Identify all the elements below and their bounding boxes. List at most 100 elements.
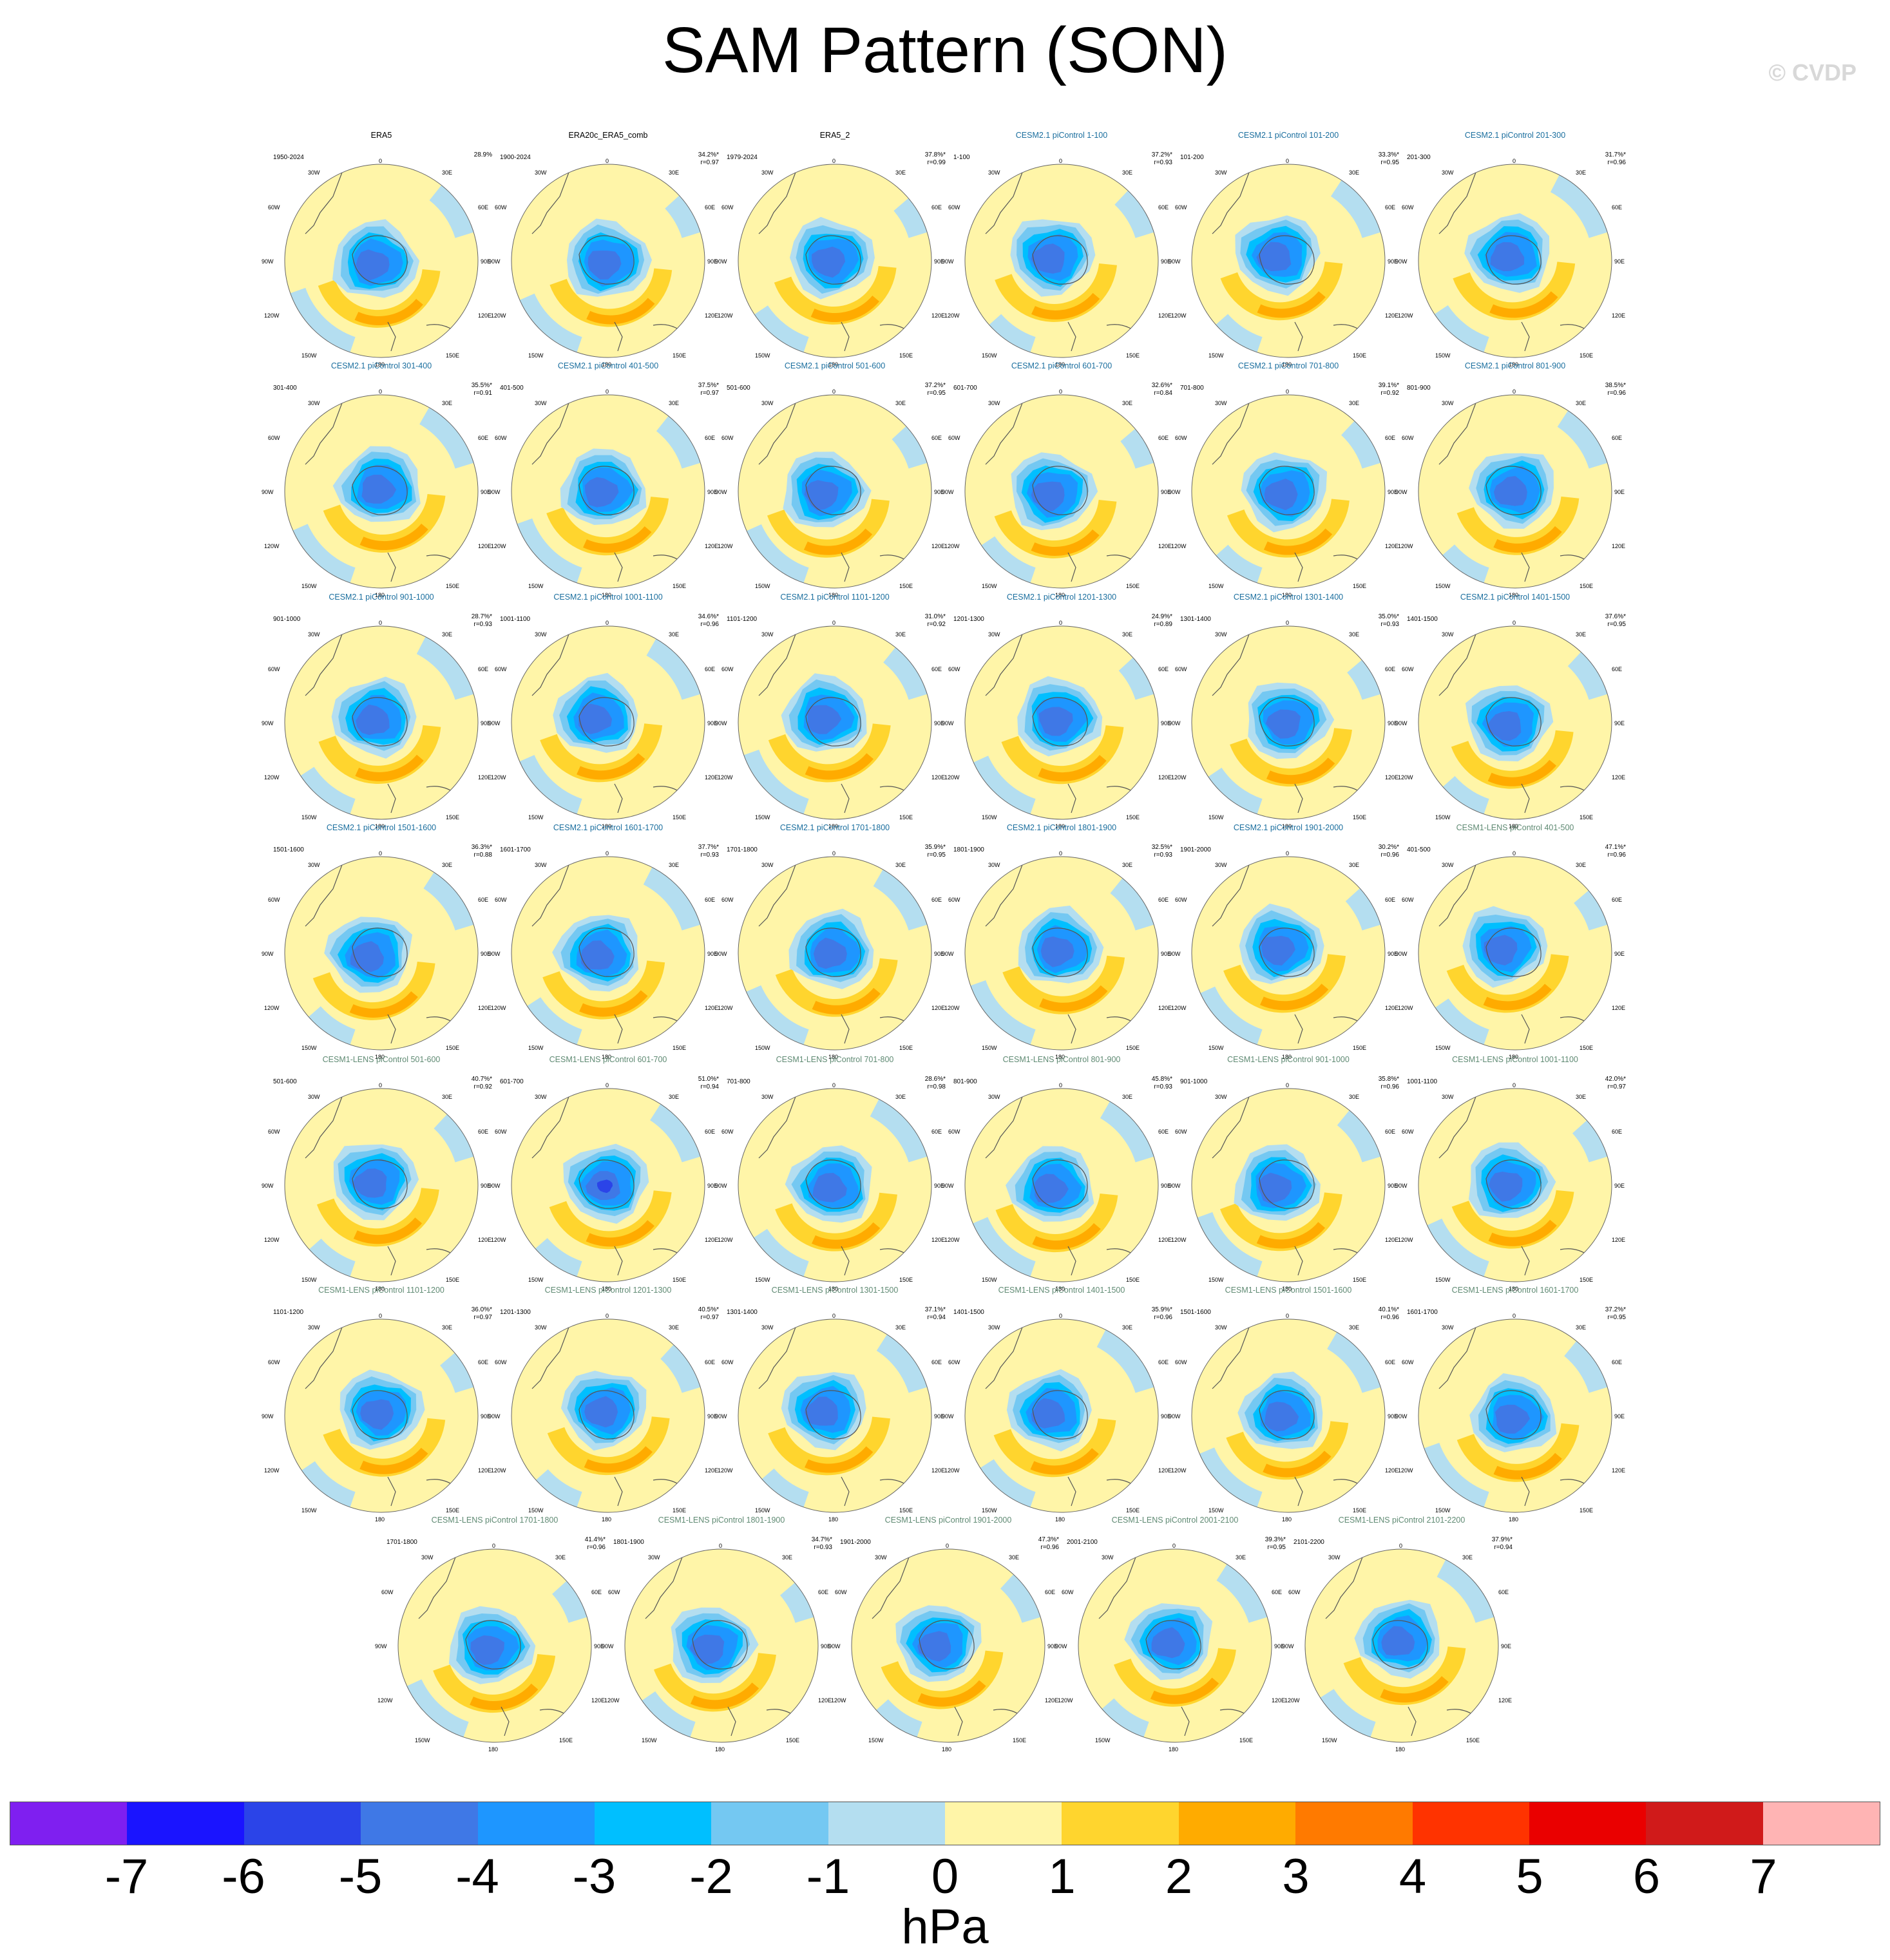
panel-title: CESM2.1 piControl 901-1000 [329, 593, 434, 602]
longitude-label: 150E [1353, 1507, 1367, 1514]
longitude-label: 30E [895, 631, 906, 638]
longitude-label: 0 [1172, 1543, 1176, 1549]
panel-pattern-correlation: r=0.92 [473, 1083, 492, 1090]
longitude-label: 60W [1402, 435, 1414, 441]
longitude-label: 60W [721, 1128, 734, 1135]
polar-map [624, 1548, 819, 1743]
longitude-label: 120W [264, 312, 280, 319]
longitude-label: 30W [535, 169, 547, 176]
longitude-label: 90E [1614, 1413, 1625, 1420]
colorbar-segment [243, 1802, 361, 1845]
longitude-label: 150E [673, 583, 687, 589]
longitude-label: 150E [446, 1277, 460, 1283]
longitude-label: 150E [559, 1737, 573, 1744]
longitude-label: 30E [1122, 1324, 1133, 1331]
map-panel: CESM2.1 piControl 701-800 701-800 39.1%* r=… [1169, 361, 1399, 598]
longitude-label: 120E [591, 1697, 606, 1704]
longitude-label: 120E [1158, 543, 1172, 549]
longitude-label: 150E [673, 1045, 687, 1051]
longitude-label: 90E [1614, 951, 1625, 957]
panel-title: CESM1-LENS piControl 1001-1100 [1452, 1055, 1578, 1064]
map-panel: CESM2.1 piControl 101-200 101-200 33.3%* r=… [1169, 131, 1399, 368]
longitude-label: 30E [1576, 400, 1587, 406]
longitude-label: 30E [442, 400, 453, 406]
polar-map [284, 164, 479, 358]
panel-variance-pct: 32.6%* [1151, 382, 1172, 389]
map-panel: CESM2.1 piControl 1501-1600 1501-1600 36.3… [262, 823, 492, 1060]
panel-period: 1900-2024 [500, 154, 531, 161]
map-panel: CESM1-LENS piControl 601-700 601-700 51.0%… [488, 1055, 719, 1292]
longitude-label: 120W [1398, 774, 1413, 781]
longitude-label: 90W [715, 1183, 727, 1189]
longitude-label: 60E [705, 435, 716, 441]
longitude-label: 30E [895, 169, 906, 176]
longitude-label: 120W [718, 312, 733, 319]
map-panel: CESM1-LENS piControl 501-600 501-600 40.7%… [262, 1055, 492, 1292]
panel-title: CESM2.1 piControl 601-700 [1011, 361, 1112, 370]
panel-title: CESM2.1 piControl 1101-1200 [780, 593, 890, 602]
panel-pattern-correlation: r=0.96 [1380, 852, 1399, 859]
panel-pattern-correlation: r=0.93 [1380, 621, 1399, 628]
map-panel: CESM1-LENS piControl 2001-2100 2001-2100 3… [1055, 1516, 1286, 1753]
colorbar-segment [1062, 1802, 1179, 1845]
longitude-label: 180 [1055, 823, 1065, 830]
longitude-label: 90E [1388, 1183, 1398, 1189]
longitude-label: 90E [707, 1183, 718, 1189]
polar-map [1078, 1548, 1272, 1743]
panel-period: 2001-2100 [1067, 1539, 1098, 1546]
longitude-label: 150W [301, 352, 317, 359]
longitude-label: 120W [604, 1697, 620, 1704]
longitude-label: 90W [488, 1183, 501, 1189]
longitude-label: 90E [1161, 720, 1172, 727]
longitude-label: 60E [1158, 1359, 1169, 1365]
longitude-label: 30E [1122, 400, 1133, 406]
longitude-label: 180 [375, 1516, 385, 1523]
longitude-label: 90E [934, 1413, 945, 1420]
longitude-label: 60E [1385, 435, 1396, 441]
polar-map [511, 856, 705, 1051]
panel-pattern-correlation: r=0.97 [473, 1314, 492, 1321]
longitude-label: 150W [642, 1737, 657, 1744]
polar-map [1418, 625, 1612, 820]
longitude-label: 120W [1284, 1697, 1300, 1704]
panel-variance-pct: 28.6%* [924, 1076, 946, 1083]
longitude-label: 60W [495, 1359, 507, 1365]
longitude-label: 120E [1385, 543, 1399, 549]
longitude-label: 150E [446, 1045, 460, 1051]
longitude-label: 0 [606, 158, 609, 164]
longitude-label: 30E [895, 862, 906, 868]
longitude-label: 180 [375, 823, 385, 830]
longitude-label: 90E [934, 489, 945, 495]
longitude-label: 120E [1612, 1237, 1626, 1243]
longitude-label: 180 [1509, 361, 1519, 368]
panel-variance-pct: 31.0%* [924, 613, 946, 620]
longitude-label: 90W [1169, 1183, 1181, 1189]
map-panel: CESM1-LENS piControl 801-900 801-900 45.8%… [942, 1055, 1172, 1292]
longitude-label: 90W [1169, 489, 1181, 495]
longitude-label: 120W [377, 1697, 393, 1704]
longitude-label: 120E [931, 1467, 946, 1474]
longitude-label: 60E [1158, 204, 1169, 211]
colorbar-tick-label: -5 [338, 1849, 383, 1904]
polar-map [964, 1088, 1159, 1282]
longitude-label: 60E [818, 1589, 829, 1595]
longitude-label: 90W [602, 1643, 614, 1650]
longitude-label: 60W [721, 666, 734, 672]
longitude-label: 150W [1095, 1737, 1111, 1744]
longitude-label: 150E [673, 352, 687, 359]
longitude-label: 90E [594, 1643, 605, 1650]
longitude-label: 30W [988, 1094, 1000, 1100]
longitude-label: 60E [1612, 1359, 1623, 1365]
longitude-label: 180 [1509, 1286, 1519, 1292]
panel-variance-pct: 38.5%* [1605, 382, 1626, 389]
longitude-label: 60E [931, 1128, 942, 1135]
longitude-label: 180 [602, 1516, 612, 1523]
panel-period: 201-300 [1407, 154, 1431, 161]
longitude-label: 120W [944, 1467, 960, 1474]
longitude-label: 30W [761, 1324, 774, 1331]
longitude-label: 90E [934, 1183, 945, 1189]
longitude-label: 150E [899, 1277, 913, 1283]
longitude-label: 60W [948, 204, 960, 211]
longitude-label: 180 [1282, 1516, 1292, 1523]
longitude-label: 120W [491, 1237, 506, 1243]
